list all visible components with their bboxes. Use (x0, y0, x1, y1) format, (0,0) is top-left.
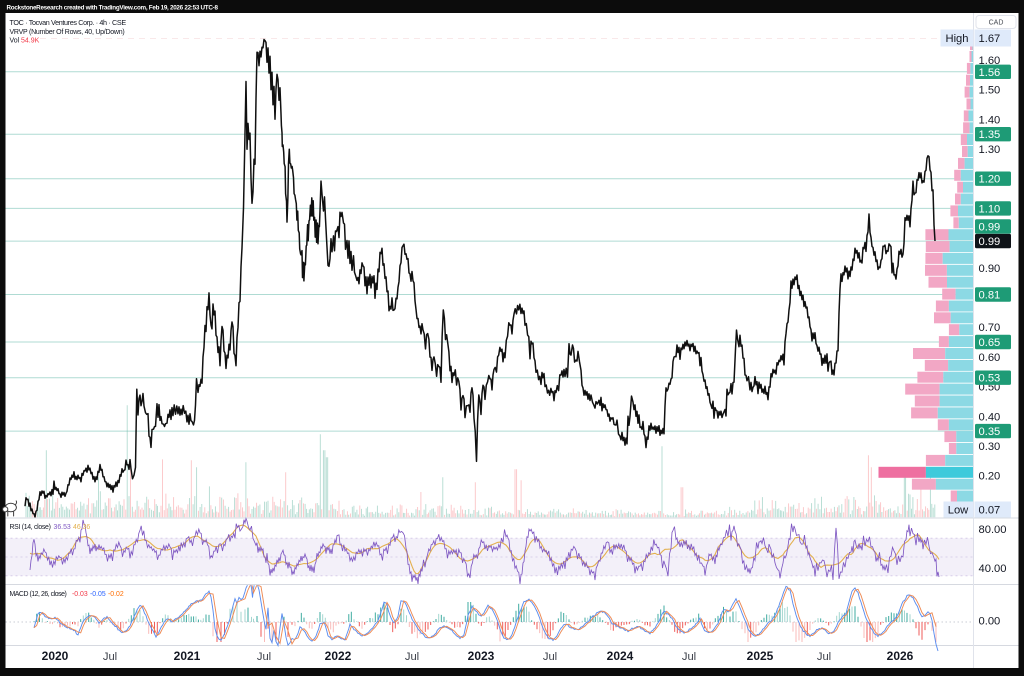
svg-text:46.36: 46.36 (73, 524, 90, 531)
svg-text:CAD: CAD (989, 20, 1004, 27)
svg-text:0.90: 0.90 (979, 263, 1001, 275)
svg-text:MACD (12, 26, close): MACD (12, 26, close) (10, 591, 67, 598)
svg-text:Jul: Jul (257, 651, 271, 663)
svg-text:80.00: 80.00 (979, 524, 1007, 536)
svg-text:-0.05: -0.05 (90, 591, 106, 598)
svg-text:0.60: 0.60 (979, 352, 1001, 364)
svg-text:High: High (945, 33, 968, 45)
svg-text:0.20: 0.20 (979, 471, 1001, 483)
svg-text:1.20: 1.20 (979, 174, 1001, 186)
svg-text:2025: 2025 (747, 649, 774, 663)
svg-text:Vol: Vol (10, 38, 20, 45)
svg-text:1.50: 1.50 (979, 85, 1001, 97)
svg-text:1.40: 1.40 (979, 114, 1001, 126)
svg-text:RSI (14, close): RSI (14, close) (10, 524, 51, 531)
svg-text:1.30: 1.30 (979, 144, 1001, 156)
svg-text:0.40: 0.40 (979, 411, 1001, 423)
svg-text:2024: 2024 (607, 649, 634, 663)
svg-text:0.70: 0.70 (979, 322, 1001, 334)
svg-text:Jul: Jul (103, 651, 117, 663)
svg-text:VRVP (Number Of Rows, 40, Up/D: VRVP (Number Of Rows, 40, Up/Down) (10, 29, 125, 36)
svg-text:36.53: 36.53 (54, 524, 71, 531)
svg-text:1.60: 1.60 (979, 55, 1001, 67)
svg-text:0.65: 0.65 (979, 337, 1001, 349)
svg-text:0.07: 0.07 (979, 505, 1001, 517)
svg-text:Jul: Jul (543, 651, 557, 663)
svg-text:1.56: 1.56 (979, 67, 1001, 79)
svg-text:RockstoneResearch created with: RockstoneResearch created with TradingVi… (7, 5, 219, 12)
svg-text:0.35: 0.35 (979, 426, 1001, 438)
svg-text:2023: 2023 (468, 649, 495, 663)
svg-text:40.00: 40.00 (979, 563, 1007, 575)
svg-text:1.10: 1.10 (979, 203, 1001, 215)
svg-text:Low: Low (948, 505, 969, 517)
svg-text:2020: 2020 (42, 649, 69, 663)
svg-text:2026: 2026 (887, 649, 914, 663)
svg-text:1.35: 1.35 (979, 129, 1001, 141)
svg-text:54.9K: 54.9K (21, 38, 40, 45)
svg-text:-0.02: -0.02 (108, 591, 124, 598)
svg-text:1.67: 1.67 (979, 33, 1001, 45)
svg-text:Jul: Jul (405, 651, 419, 663)
svg-text:0.99: 0.99 (979, 222, 1001, 234)
svg-text:2022: 2022 (325, 649, 352, 663)
svg-text:Jul: Jul (817, 651, 831, 663)
svg-text:0.30: 0.30 (979, 441, 1001, 453)
svg-text:-0.03: -0.03 (72, 591, 88, 598)
svg-text:Jul: Jul (682, 651, 696, 663)
svg-text:0.00: 0.00 (979, 616, 1001, 628)
svg-text:0.81: 0.81 (979, 290, 1001, 302)
svg-text:0.99: 0.99 (979, 236, 1001, 248)
svg-text:2021: 2021 (174, 649, 201, 663)
svg-text:0.53: 0.53 (979, 373, 1001, 385)
svg-text:TOC · Tocvan Ventures Corp. ·: TOC · Tocvan Ventures Corp. · 4h · CSE (10, 18, 127, 27)
